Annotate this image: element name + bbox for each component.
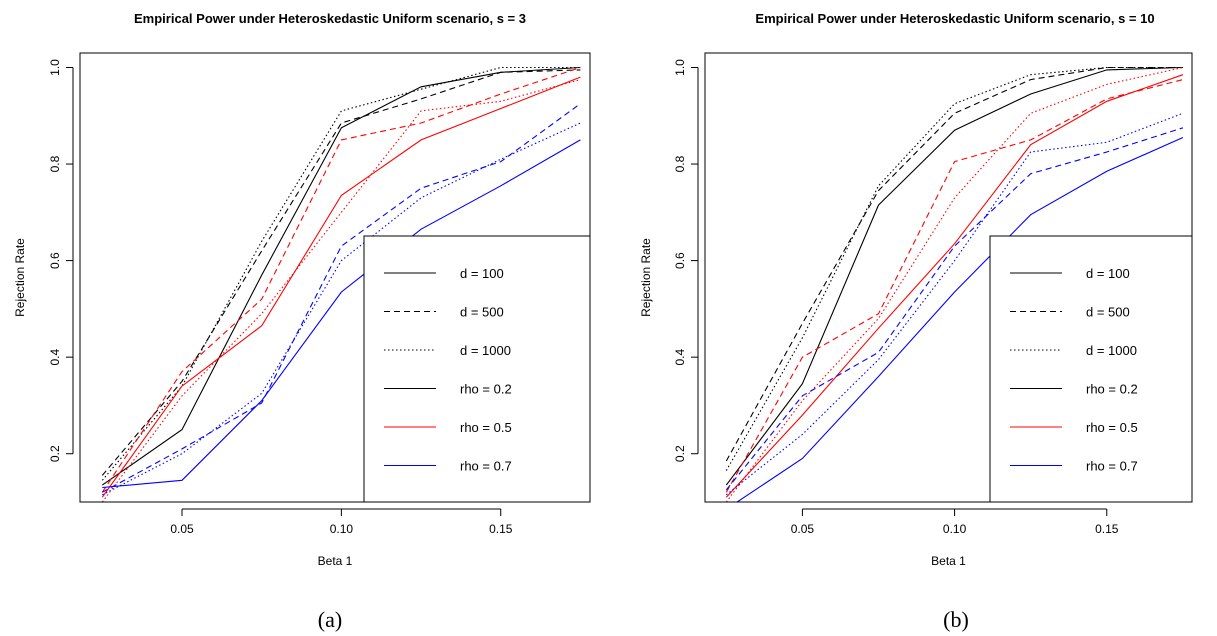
figure-caption: (b) — [943, 607, 969, 632]
x-tick-label: 0.10 — [330, 522, 354, 536]
x-axis-label: Beta 1 — [931, 554, 966, 568]
y-axis: 0.2 0.4 0.6 0.8 1.0 — [48, 59, 74, 462]
legend-label: d = 500 — [1086, 305, 1130, 320]
x-axis-label: Beta 1 — [318, 554, 353, 568]
legend-label: d = 1000 — [1086, 343, 1137, 358]
legend-label: d = 100 — [1086, 266, 1130, 281]
series-line-rho-0.7-d-1000 — [102, 122, 581, 496]
chart-panel-1: Empirical Power under Heteroskedastic Un… — [13, 11, 591, 632]
series-line-rho-0.5-d-500 — [101, 66, 581, 493]
x-axis: 0.05 0.10 0.15 — [170, 508, 513, 536]
legend-label: rho = 0.2 — [1086, 382, 1138, 397]
y-axis: 0.2 0.4 0.6 0.8 1.0 — [673, 59, 699, 462]
legend-label: d = 1000 — [460, 343, 511, 358]
chart-panel-2: Empirical Power under Heteroskedastic Un… — [639, 11, 1193, 632]
y-tick-label: 0.4 — [48, 348, 62, 365]
series-group — [101, 66, 581, 502]
x-tick-label: 0.05 — [170, 522, 194, 536]
series-line-rho-0.5-d-500 — [725, 79, 1184, 493]
x-axis: 0.05 0.10 0.15 — [791, 508, 1119, 536]
series-line-rho-0.7-d-1000 — [725, 112, 1184, 496]
chart-title: Empirical Power under Heteroskedastic Un… — [755, 11, 1154, 26]
legend-label: rho = 0.7 — [460, 459, 512, 474]
chart-title: Empirical Power under Heteroskedastic Un… — [134, 11, 526, 26]
y-tick-label: 0.2 — [673, 445, 687, 462]
legend-label: rho = 0.2 — [460, 382, 512, 397]
y-tick-label: 0.2 — [48, 445, 62, 462]
figure-caption: (a) — [318, 607, 342, 632]
legend: d = 100 d = 500 d = 1000 rho = 0.2 rho = 0.5… — [363, 235, 591, 503]
y-tick-label: 0.4 — [673, 348, 687, 365]
y-tick-label: 0.6 — [48, 252, 62, 269]
y-tick-label: 0.6 — [673, 252, 687, 269]
series-line-rho-0.5-d-100 — [101, 76, 581, 498]
series-line-rho-0.5-d-1000 — [725, 66, 1184, 502]
legend-label: d = 500 — [460, 305, 504, 320]
legend-label: rho = 0.7 — [1086, 459, 1138, 474]
series-line-rho-0.2-d-500 — [101, 69, 581, 476]
legend: d = 100 d = 500 d = 1000 rho = 0.2 rho = 0.5… — [989, 235, 1193, 503]
x-tick-label: 0.05 — [791, 522, 815, 536]
series-line-rho-0.7-d-100 — [736, 136, 1184, 502]
series-line-rho-0.5-d-100 — [725, 74, 1184, 498]
y-tick-label: 1.0 — [673, 59, 687, 76]
x-tick-label: 0.15 — [1095, 522, 1119, 536]
series-line-rho-0.2-d-100 — [725, 66, 1183, 486]
y-axis-label: Rejection Rate — [13, 238, 27, 317]
series-line-rho-0.5-d-1000 — [101, 79, 581, 502]
x-tick-label: 0.15 — [489, 522, 513, 536]
plot-frame — [704, 52, 1193, 503]
series-line-rho-0.2-d-1000 — [725, 66, 1183, 471]
series-line-rho-0.7-d-100 — [102, 139, 581, 489]
x-tick-label: 0.10 — [943, 522, 967, 536]
y-axis-label: Rejection Rate — [639, 238, 653, 317]
y-tick-label: 0.8 — [48, 155, 62, 172]
y-tick-label: 0.8 — [673, 155, 687, 172]
legend-box — [989, 235, 1193, 503]
legend-box — [363, 235, 591, 503]
series-group — [725, 66, 1184, 502]
legend-label: d = 100 — [460, 266, 504, 281]
series-line-rho-0.7-d-500 — [102, 103, 581, 493]
plot-frame — [79, 52, 591, 503]
y-tick-label: 1.0 — [48, 59, 62, 76]
series-line-rho-0.7-d-500 — [725, 127, 1184, 491]
legend-label: rho = 0.5 — [1086, 420, 1138, 435]
legend-label: rho = 0.5 — [460, 420, 512, 435]
